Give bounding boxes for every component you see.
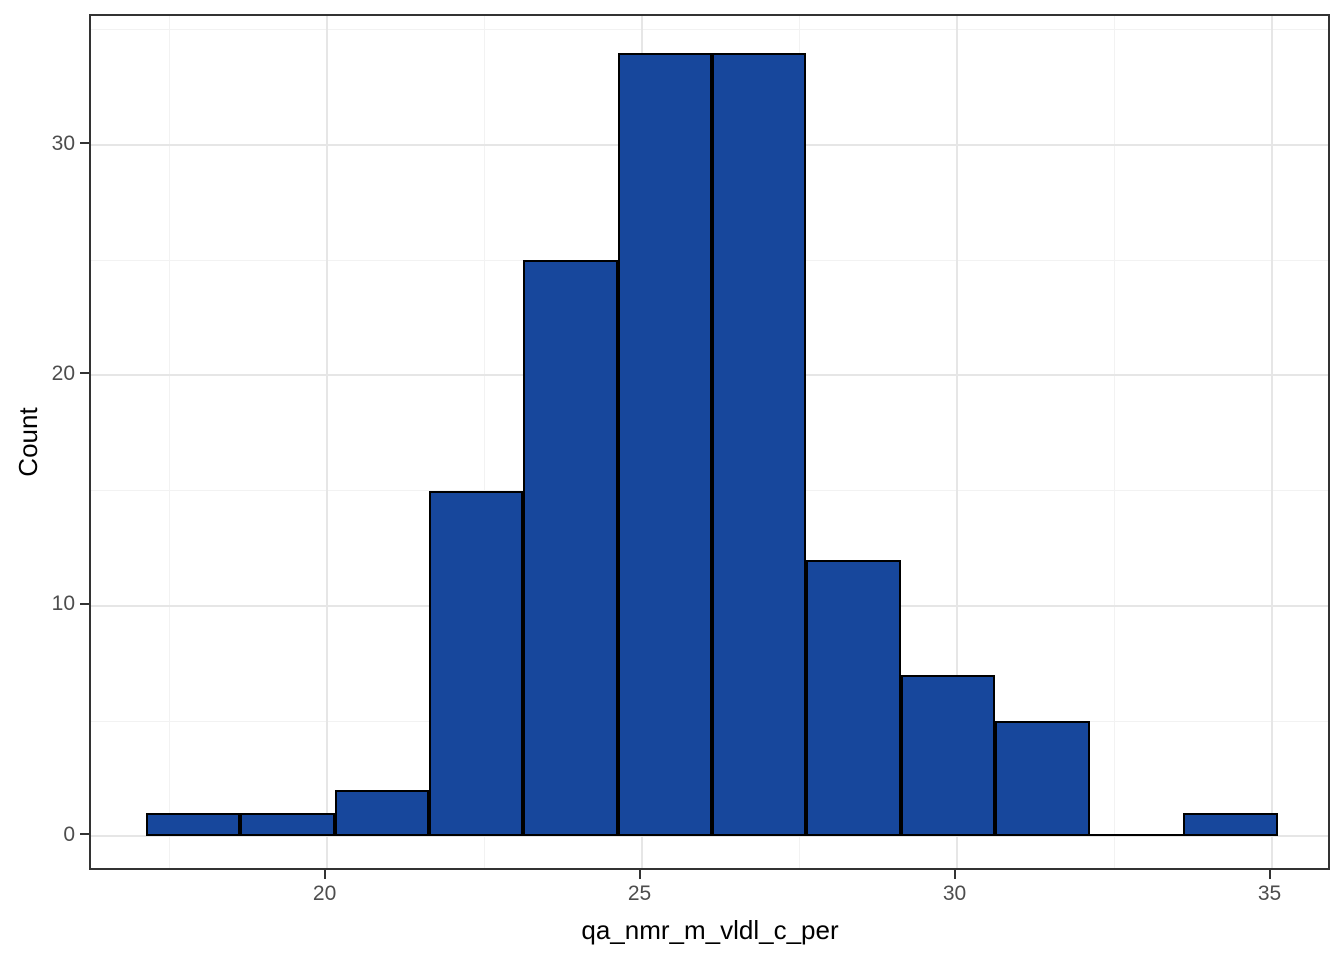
histogram-bar bbox=[523, 260, 618, 837]
x-axis-title: qa_nmr_m_vldl_c_per bbox=[581, 915, 839, 945]
histogram-bar bbox=[145, 813, 241, 837]
x-tick-label: 25 bbox=[627, 882, 652, 905]
histogram-bar bbox=[240, 813, 335, 837]
gridline-x-minor bbox=[168, 16, 170, 868]
x-tick-mark bbox=[1268, 870, 1271, 879]
x-tick-mark bbox=[953, 870, 956, 879]
histogram-bar bbox=[1089, 834, 1184, 837]
gridline-x-major bbox=[955, 16, 958, 868]
x-tick-mark bbox=[323, 870, 326, 879]
y-tick-mark bbox=[80, 602, 89, 605]
gridline-x-major bbox=[325, 16, 328, 868]
histogram-bar bbox=[428, 490, 524, 837]
histogram-bar bbox=[1183, 813, 1278, 837]
y-tick-label: 30 bbox=[51, 131, 75, 155]
y-tick-label: 20 bbox=[51, 361, 75, 385]
histogram-bar bbox=[712, 52, 806, 837]
y-tick-mark bbox=[80, 372, 89, 375]
histogram-bar bbox=[334, 790, 429, 837]
y-axis-title: Count bbox=[13, 407, 43, 477]
histogram-bar bbox=[995, 721, 1090, 837]
plot-panel bbox=[89, 14, 1330, 870]
y-tick-mark bbox=[80, 833, 89, 836]
x-tick-mark bbox=[638, 870, 641, 879]
histogram-bar bbox=[617, 52, 713, 837]
histogram-bar bbox=[806, 559, 901, 837]
gridline-y-minor bbox=[91, 29, 1328, 31]
y-tick-mark bbox=[80, 142, 89, 145]
x-tick-label: 35 bbox=[1257, 882, 1282, 905]
gridline-x-minor bbox=[1113, 16, 1115, 868]
y-tick-label: 0 bbox=[63, 822, 75, 846]
x-tick-label: 20 bbox=[312, 882, 337, 905]
gridline-y-major bbox=[91, 835, 1328, 838]
gridline-x-major bbox=[1270, 16, 1273, 868]
y-tick-label: 10 bbox=[51, 592, 75, 616]
x-tick-label: 30 bbox=[942, 882, 967, 905]
gridline-x-minor bbox=[483, 16, 485, 868]
histogram-bar bbox=[900, 675, 995, 837]
